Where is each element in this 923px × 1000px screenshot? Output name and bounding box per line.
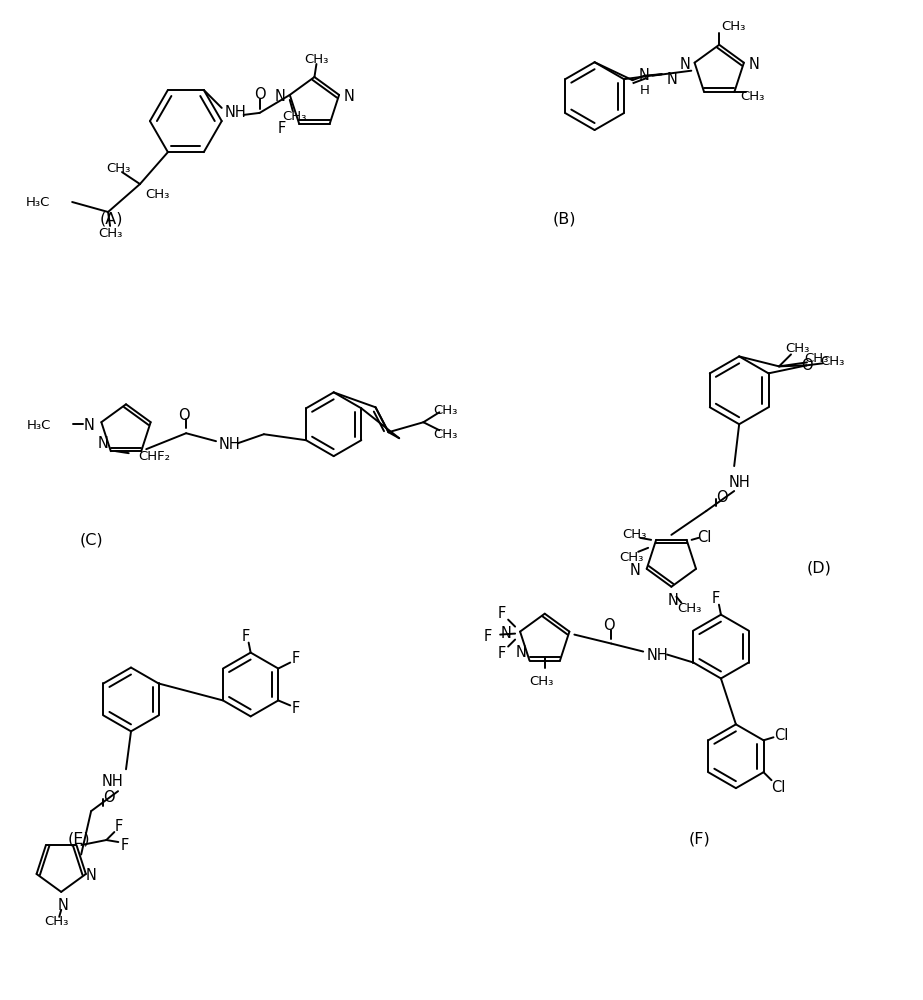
Text: F: F (242, 629, 250, 644)
Text: N: N (629, 563, 641, 578)
Text: N: N (666, 72, 677, 87)
Text: CH₃: CH₃ (106, 162, 130, 175)
Text: NH: NH (219, 437, 241, 452)
Text: F: F (120, 838, 128, 853)
Text: CH₃: CH₃ (433, 404, 458, 417)
Text: CH₃: CH₃ (821, 355, 845, 368)
Text: CH₃: CH₃ (530, 675, 554, 688)
Text: O: O (801, 358, 812, 373)
Text: N: N (668, 593, 678, 608)
Text: CH₃: CH₃ (721, 20, 746, 33)
Text: O: O (604, 618, 615, 633)
Text: (A): (A) (100, 211, 123, 226)
Text: CH₃: CH₃ (740, 90, 764, 103)
Text: CH₃: CH₃ (282, 110, 307, 123)
Text: F: F (498, 606, 507, 621)
Text: (F): (F) (689, 832, 710, 847)
Text: (C): (C) (79, 532, 103, 547)
Text: O: O (103, 790, 114, 805)
Text: Cl: Cl (772, 780, 785, 795)
Text: O: O (178, 408, 190, 423)
Text: N: N (500, 626, 511, 641)
Text: F: F (484, 629, 492, 644)
Text: N: N (274, 89, 285, 104)
Text: (D): (D) (807, 560, 832, 575)
Text: H₃C: H₃C (27, 419, 52, 432)
Text: N: N (86, 868, 96, 883)
Text: O: O (716, 490, 728, 505)
Text: N: N (679, 57, 690, 72)
Text: NH: NH (102, 774, 123, 789)
Text: F: F (277, 121, 285, 136)
Text: N: N (343, 89, 354, 104)
Text: H₃C: H₃C (26, 196, 50, 209)
Text: CH₃: CH₃ (805, 352, 829, 365)
Text: F: F (114, 819, 123, 834)
Text: F: F (292, 651, 300, 666)
Text: NH: NH (225, 105, 246, 120)
Text: F: F (498, 646, 507, 661)
Text: CH₃: CH₃ (433, 428, 458, 441)
Text: Cl: Cl (774, 728, 788, 743)
Text: CH₃: CH₃ (44, 915, 68, 928)
Text: CH₃: CH₃ (146, 188, 170, 201)
Text: N: N (58, 898, 68, 913)
Text: H: H (640, 84, 650, 97)
Text: N: N (97, 436, 108, 451)
Text: N: N (84, 418, 95, 433)
Text: CH₃: CH₃ (785, 342, 809, 355)
Text: F: F (712, 591, 720, 606)
Text: (B): (B) (553, 211, 577, 226)
Text: (E): (E) (68, 832, 90, 847)
Text: Cl: Cl (698, 530, 712, 545)
Text: CH₃: CH₃ (305, 53, 329, 66)
Text: N: N (749, 57, 760, 72)
Text: CH₃: CH₃ (619, 551, 643, 564)
Text: N: N (639, 68, 650, 83)
Text: NH: NH (728, 475, 750, 490)
Text: F: F (292, 701, 300, 716)
Text: O: O (254, 87, 266, 102)
Text: CH₃: CH₃ (622, 528, 646, 541)
Text: NH: NH (646, 648, 668, 663)
Text: CH₃: CH₃ (677, 602, 701, 615)
Text: CHF₂: CHF₂ (138, 450, 171, 463)
Text: CH₃: CH₃ (98, 227, 122, 240)
Text: N: N (516, 645, 527, 660)
